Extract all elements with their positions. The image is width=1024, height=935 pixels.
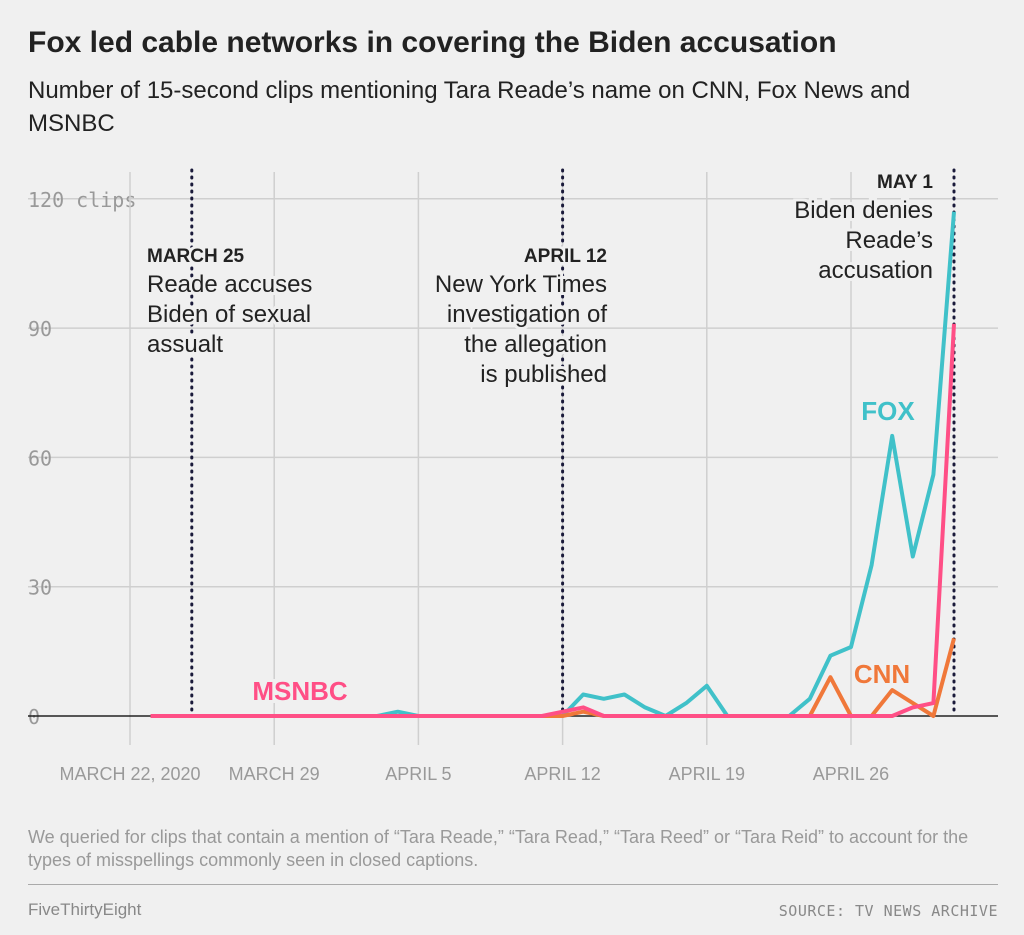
chart-subtitle: Number of 15-second clips mentioning Tar…	[28, 77, 911, 137]
annotation-text: New York Times	[435, 271, 607, 298]
x-tick-label: APRIL 12	[524, 764, 600, 784]
y-tick-label: 0	[28, 705, 40, 729]
annotation-heading: MAY 1	[877, 172, 933, 193]
source-label: SOURCE: TV NEWS ARCHIVE	[778, 902, 998, 920]
annotation-text: Biden denies	[794, 197, 933, 224]
annotation-text: is published	[480, 361, 607, 388]
chart-title: Fox led cable networks in covering the B…	[28, 26, 837, 59]
annotation-text: Reade’s	[845, 227, 933, 254]
annotation-text: the allegation	[464, 331, 607, 358]
annotation-text: Reade accuses	[147, 271, 312, 298]
annotation-text: investigation of	[447, 301, 607, 328]
brand-label: FiveThirtyEight	[28, 900, 142, 919]
x-tick-label: APRIL 26	[813, 764, 889, 784]
series-line-msnbc	[150, 323, 956, 718]
x-tick-label: MARCH 22, 2020	[59, 764, 200, 784]
y-tick-label: 90	[28, 317, 52, 341]
methodology-note: We queried for clips that contain a ment…	[28, 827, 969, 870]
annotation-heading: APRIL 12	[524, 246, 607, 267]
x-tick-label: APRIL 19	[669, 764, 745, 784]
y-tick-label: 60	[28, 446, 52, 470]
footer-divider	[28, 884, 998, 885]
annotation-text: assualt	[147, 331, 223, 358]
series-label: FOX	[861, 396, 915, 426]
y-tick-label: 30	[28, 576, 52, 600]
x-tick-label: MARCH 29	[229, 764, 320, 784]
series-label: MSNBC	[252, 676, 348, 706]
y-tick-label: 120 clips	[28, 188, 136, 212]
series-label: CNN	[854, 659, 910, 689]
annotation-heading: MARCH 25	[147, 246, 245, 267]
annotation-text: accusation	[818, 257, 933, 284]
x-tick-label: APRIL 5	[385, 764, 451, 784]
annotation-text: Biden of sexual	[147, 301, 311, 328]
